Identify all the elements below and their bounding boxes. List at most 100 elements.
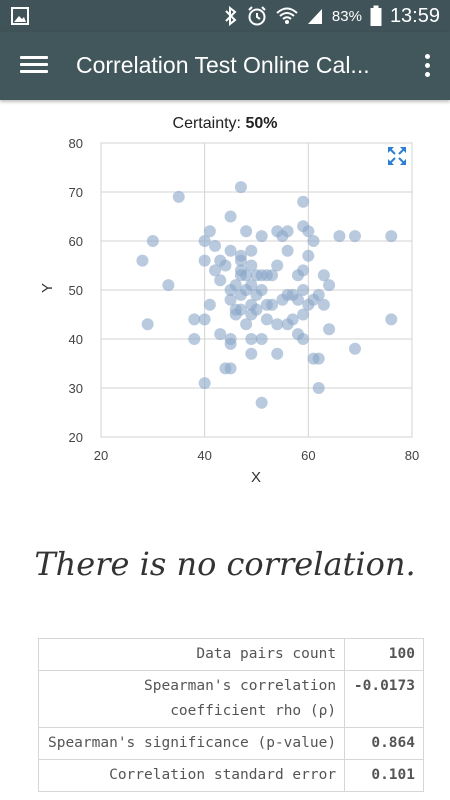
image-icon	[11, 7, 29, 25]
table-row: Spearman's correlation coefficient rho (…	[37, 670, 424, 728]
data-point	[385, 230, 398, 243]
data-point	[385, 313, 398, 326]
data-point	[198, 254, 211, 267]
y-tick-label: 50	[69, 283, 83, 298]
data-point	[245, 259, 258, 272]
scatter-chart: 20 30 40 50 60 70 80 20 40 60 80 X Y	[39, 136, 420, 486]
data-point	[229, 303, 242, 316]
data-point	[250, 303, 263, 316]
bluetooth-icon	[225, 6, 237, 26]
data-point	[172, 190, 185, 203]
data-point	[245, 279, 258, 292]
hamburger-menu-icon[interactable]	[20, 52, 48, 80]
data-point	[312, 382, 325, 394]
data-point	[219, 259, 232, 272]
data-point	[209, 239, 222, 252]
data-point	[234, 254, 247, 267]
data-point	[214, 328, 227, 341]
data-point	[260, 298, 273, 311]
data-point	[297, 333, 310, 345]
battery-icon	[370, 5, 382, 26]
data-point	[286, 313, 299, 326]
data-point	[224, 293, 237, 306]
data-point	[255, 333, 268, 345]
certainty-label: Certainty: 50%	[0, 115, 450, 133]
data-point	[224, 362, 237, 375]
data-point	[188, 333, 201, 345]
data-point	[312, 352, 325, 365]
data-point	[302, 249, 315, 262]
x-axis-label: X	[251, 469, 261, 486]
data-point	[188, 313, 201, 326]
data-point	[136, 254, 149, 267]
data-point	[224, 337, 237, 350]
table-row: Spearman's significance (p-value) 0.864	[37, 727, 424, 760]
data-point	[266, 269, 279, 282]
app-title: Correlation Test Online Cal...	[76, 52, 370, 78]
y-tick-label: 30	[69, 381, 83, 396]
data-point	[240, 269, 253, 282]
data-point	[260, 313, 273, 326]
chart-points	[136, 181, 398, 409]
correlation-verdict: There is no correlation.	[34, 545, 416, 583]
certainty-text: Certainty:	[172, 115, 241, 132]
expand-icon[interactable]	[387, 146, 407, 166]
data-point	[281, 225, 294, 238]
clock: 13:59	[389, 4, 440, 27]
data-point	[146, 235, 159, 247]
chart-ticks: 20 30 40 50 60 70 80 20 40 60 80	[69, 136, 420, 463]
data-point	[333, 230, 346, 243]
data-point	[297, 284, 310, 296]
data-point	[224, 210, 237, 223]
data-point	[307, 235, 320, 247]
data-point	[297, 195, 310, 208]
data-point	[224, 244, 237, 257]
data-point	[240, 225, 253, 238]
x-tick-label: 60	[301, 448, 315, 463]
y-tick-label: 20	[69, 430, 83, 445]
x-tick-label: 20	[94, 448, 108, 463]
data-point	[348, 230, 361, 243]
battery-percent: 83%	[331, 7, 362, 25]
data-point	[203, 225, 216, 238]
data-point	[271, 347, 284, 360]
signal-icon	[307, 9, 322, 24]
data-point	[162, 279, 175, 292]
wifi-icon	[276, 7, 298, 24]
data-point	[348, 342, 361, 355]
data-point	[255, 230, 268, 243]
data-point	[323, 323, 336, 336]
data-point	[245, 333, 258, 345]
stat-value: -0.0173	[344, 670, 424, 728]
y-tick-label: 40	[69, 332, 83, 347]
data-point	[234, 181, 247, 194]
app-bar: Correlation Test Online Cal...	[0, 32, 450, 100]
x-tick-label: 80	[405, 448, 419, 463]
stat-value: 100	[344, 638, 424, 671]
data-point	[317, 298, 330, 311]
stat-label: Data pairs count	[37, 638, 346, 671]
alarm-icon	[248, 6, 266, 26]
data-point	[245, 244, 258, 257]
y-axis-label: Y	[39, 283, 56, 293]
y-tick-label: 60	[69, 234, 83, 249]
data-point	[291, 293, 304, 306]
table-row: Data pairs count 100	[37, 638, 424, 671]
stat-value: 0.864	[344, 727, 424, 760]
data-point	[141, 318, 154, 331]
data-point	[317, 269, 330, 282]
certainty-value: 50%	[245, 115, 278, 132]
data-point	[271, 318, 284, 331]
y-tick-label: 70	[69, 185, 83, 200]
data-point	[297, 264, 310, 277]
data-point	[198, 377, 211, 390]
x-tick-label: 40	[197, 448, 211, 463]
table-row: Correlation standard error 0.101	[37, 759, 424, 792]
y-tick-label: 80	[69, 136, 83, 151]
data-point	[229, 279, 242, 292]
data-point	[255, 396, 268, 409]
data-point	[271, 259, 284, 272]
data-point	[240, 318, 253, 331]
more-vert-icon[interactable]	[422, 52, 432, 80]
data-point	[209, 264, 222, 277]
